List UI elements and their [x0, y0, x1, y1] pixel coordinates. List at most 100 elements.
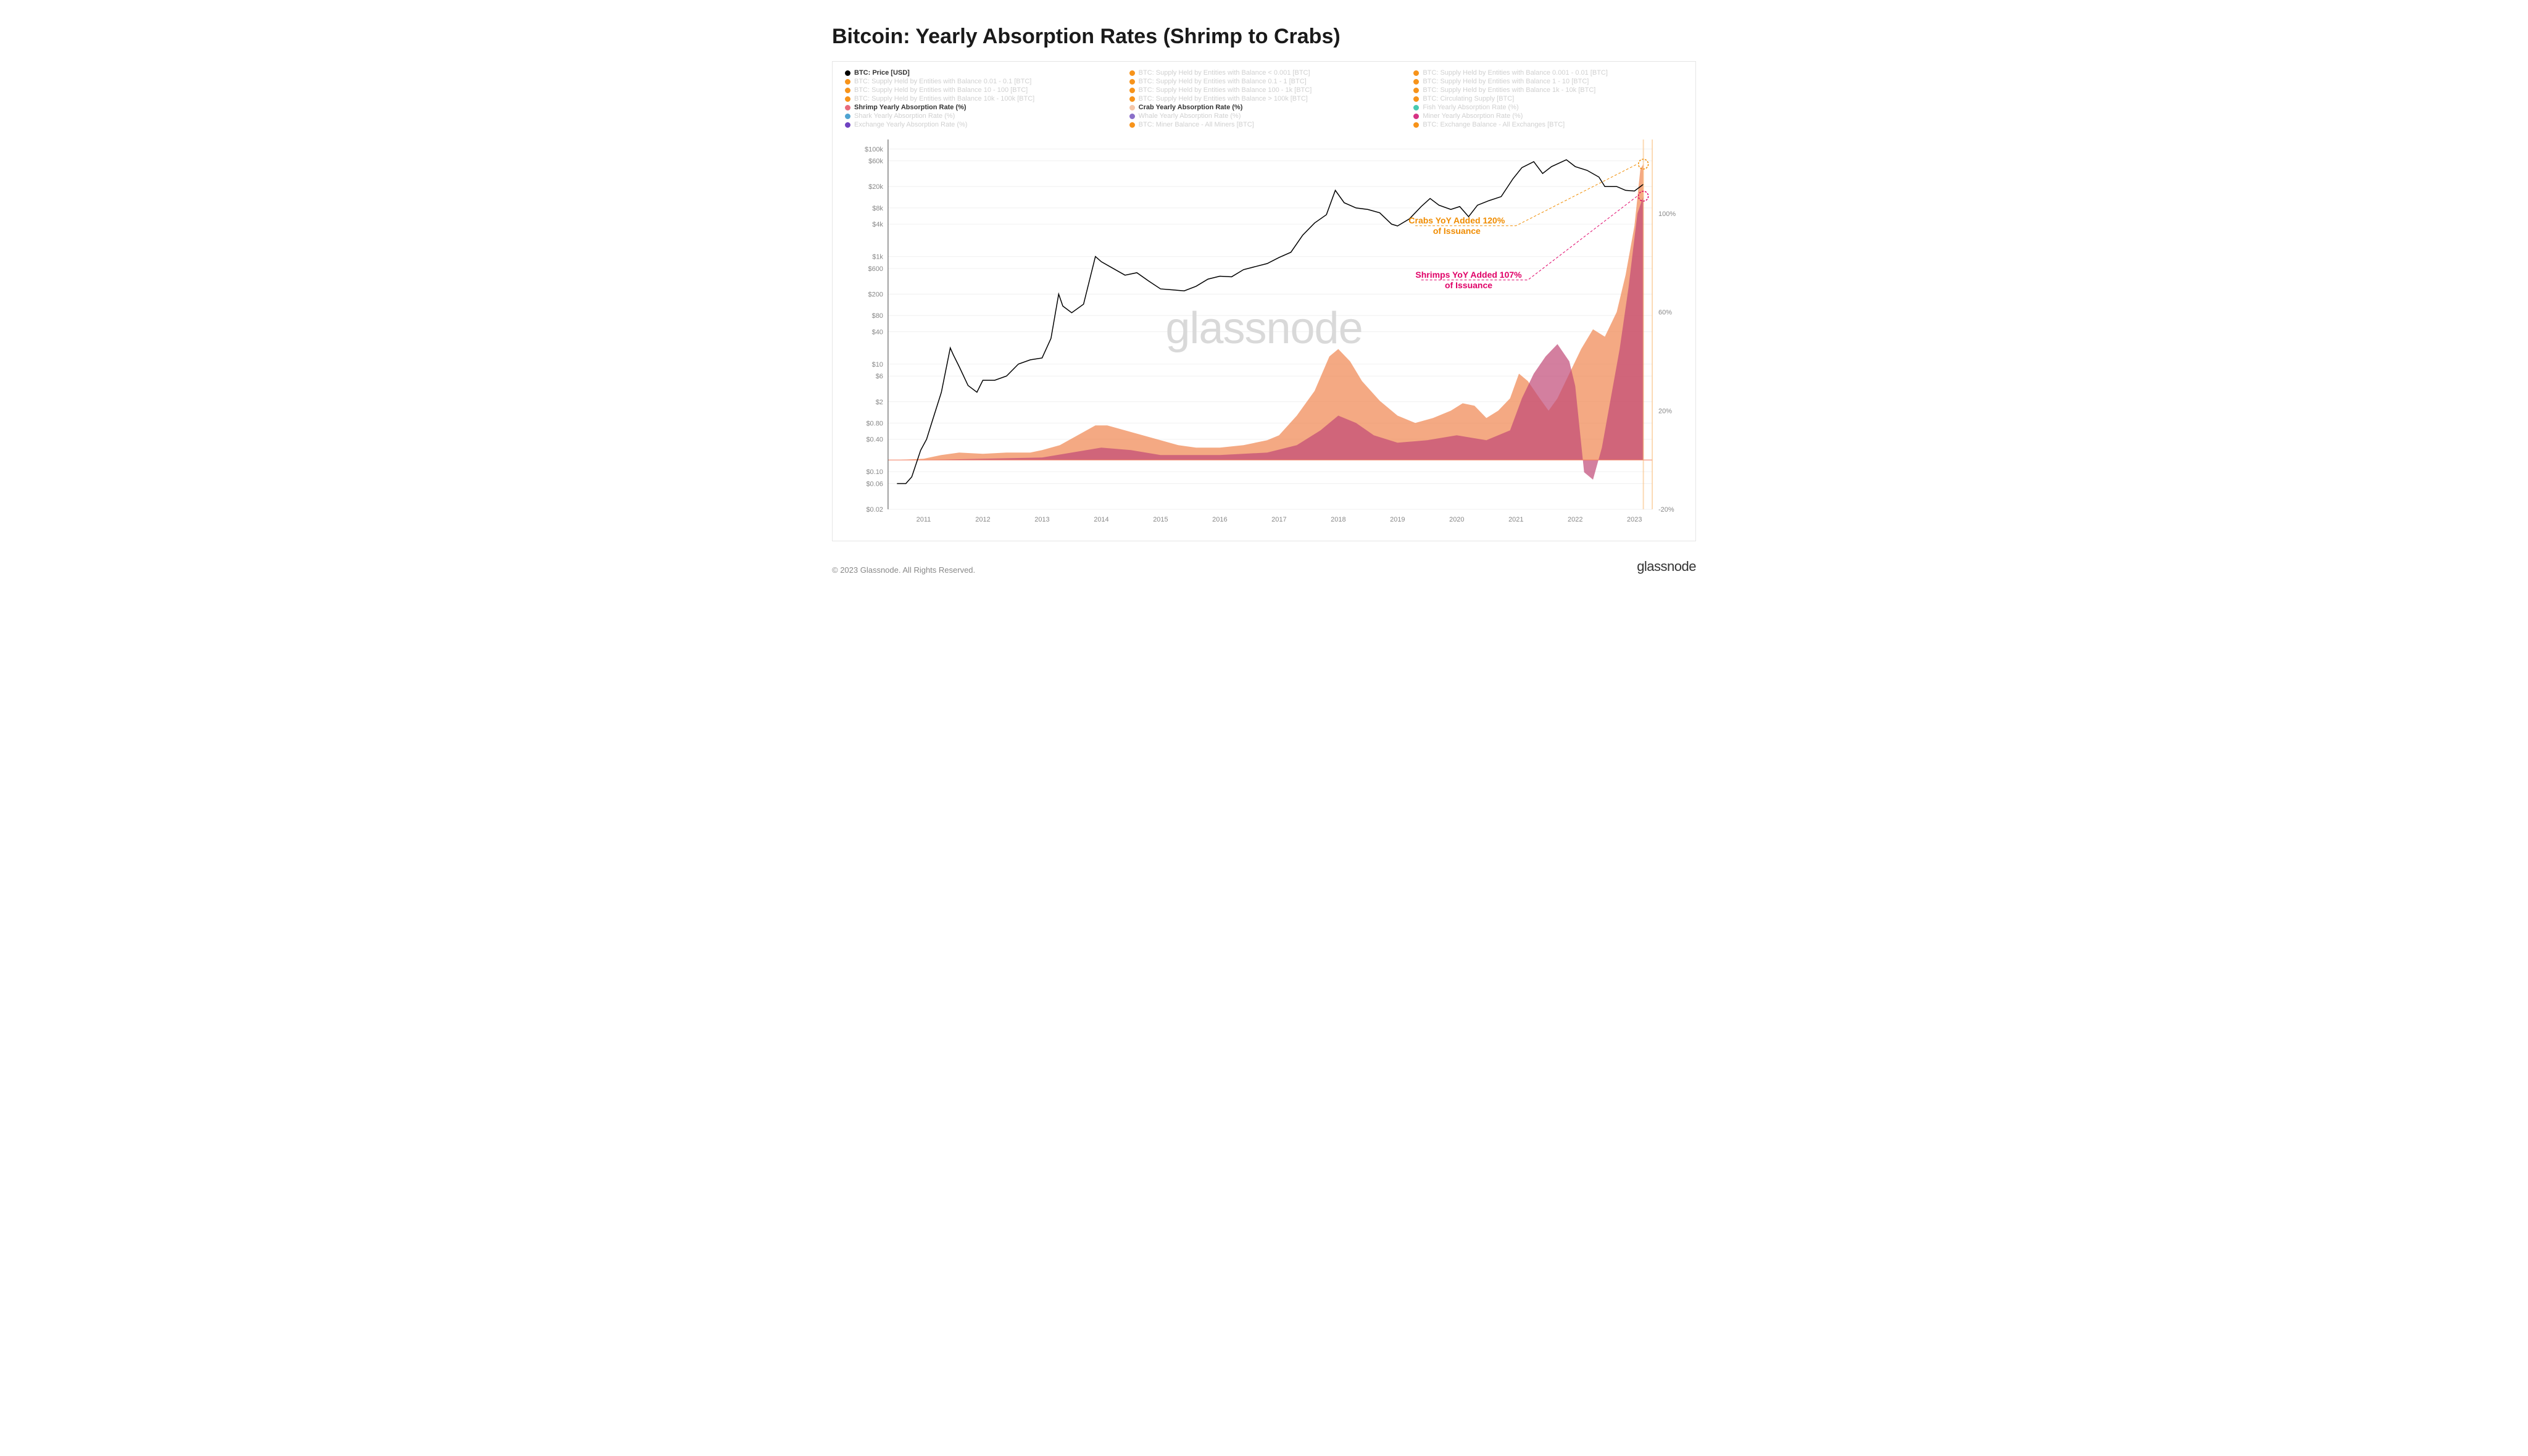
legend-label: BTC: Circulating Supply [BTC]	[1423, 95, 1514, 102]
legend-item[interactable]: BTC: Price [USD]	[845, 69, 1115, 77]
svg-text:$100k: $100k	[865, 146, 883, 153]
svg-text:$200: $200	[868, 291, 883, 299]
annotation-crabs: Crabs YoY Added 120% of Issuance	[1408, 215, 1505, 236]
legend-item[interactable]: BTC: Exchange Balance - All Exchanges [B…	[1413, 121, 1683, 128]
svg-text:$0.10: $0.10	[866, 468, 883, 476]
svg-text:2013: 2013	[1034, 516, 1049, 523]
legend-dot-icon	[1129, 105, 1135, 110]
legend-dot-icon	[845, 79, 850, 85]
legend-item[interactable]: Fish Yearly Absorption Rate (%)	[1413, 104, 1683, 111]
annotation-shrimps: Shrimps YoY Added 107% of Issuance	[1415, 270, 1521, 291]
svg-text:$6: $6	[876, 373, 883, 380]
svg-text:2023: 2023	[1627, 516, 1642, 523]
legend-item[interactable]: Crab Yearly Absorption Rate (%)	[1129, 104, 1399, 111]
legend-label: Shark Yearly Absorption Rate (%)	[854, 112, 955, 120]
annotation-shrimps-line2: of Issuance	[1445, 280, 1492, 290]
legend-dot-icon	[1413, 122, 1419, 128]
legend-item[interactable]: BTC: Supply Held by Entities with Balanc…	[1413, 78, 1683, 85]
svg-text:2016: 2016	[1212, 516, 1227, 523]
legend-dot-icon	[845, 122, 850, 128]
legend-dot-icon	[1129, 122, 1135, 128]
svg-text:$0.40: $0.40	[866, 436, 883, 444]
legend-item[interactable]: Shrimp Yearly Absorption Rate (%)	[845, 104, 1115, 111]
svg-text:$10: $10	[872, 361, 883, 368]
svg-text:$20k: $20k	[868, 183, 883, 191]
svg-text:$0.80: $0.80	[866, 420, 883, 427]
legend-label: Shrimp Yearly Absorption Rate (%)	[854, 104, 967, 111]
legend-dot-icon	[845, 105, 850, 110]
svg-text:$0.02: $0.02	[866, 506, 883, 514]
svg-text:2012: 2012	[975, 516, 990, 523]
legend-item[interactable]: Shark Yearly Absorption Rate (%)	[845, 112, 1115, 120]
legend-label: BTC: Supply Held by Entities with Balanc…	[1139, 86, 1312, 94]
legend-item[interactable]: BTC: Supply Held by Entities with Balanc…	[1129, 86, 1399, 94]
legend-dot-icon	[845, 70, 850, 76]
legend-item[interactable]: BTC: Circulating Supply [BTC]	[1413, 95, 1683, 102]
legend-item[interactable]: BTC: Supply Held by Entities with Balanc…	[1129, 69, 1399, 77]
legend-dot-icon	[1129, 79, 1135, 85]
legend-label: Whale Yearly Absorption Rate (%)	[1139, 112, 1241, 120]
legend-dot-icon	[1129, 114, 1135, 119]
svg-text:2017: 2017	[1271, 516, 1286, 523]
svg-text:2019: 2019	[1390, 516, 1405, 523]
legend-dot-icon	[845, 96, 850, 102]
legend-item[interactable]: BTC: Supply Held by Entities with Balanc…	[845, 95, 1115, 102]
svg-text:$600: $600	[868, 265, 883, 273]
svg-text:2022: 2022	[1568, 516, 1582, 523]
legend-label: BTC: Supply Held by Entities with Balanc…	[854, 95, 1034, 102]
legend-item[interactable]: BTC: Supply Held by Entities with Balanc…	[1129, 78, 1399, 85]
legend-label: BTC: Supply Held by Entities with Balanc…	[1139, 69, 1310, 77]
svg-text:$1k: $1k	[872, 254, 883, 261]
legend-item[interactable]: Whale Yearly Absorption Rate (%)	[1129, 112, 1399, 120]
legend-item[interactable]: Exchange Yearly Absorption Rate (%)	[845, 121, 1115, 128]
svg-text:2018: 2018	[1331, 516, 1345, 523]
legend-label: BTC: Exchange Balance - All Exchanges [B…	[1423, 121, 1565, 128]
svg-text:60%: 60%	[1658, 309, 1672, 317]
svg-text:20%: 20%	[1658, 407, 1672, 415]
legend-item[interactable]: BTC: Miner Balance - All Miners [BTC]	[1129, 121, 1399, 128]
legend-item[interactable]: Miner Yearly Absorption Rate (%)	[1413, 112, 1683, 120]
legend-label: BTC: Miner Balance - All Miners [BTC]	[1139, 121, 1254, 128]
legend-dot-icon	[1413, 88, 1419, 93]
legend: BTC: Price [USD]BTC: Supply Held by Enti…	[845, 69, 1683, 128]
plot-area[interactable]: $0.02$0.06$0.10$0.40$0.80$2$6$10$40$80$2…	[845, 133, 1683, 528]
legend-label: BTC: Supply Held by Entities with Balanc…	[1423, 78, 1589, 85]
svg-text:2011: 2011	[917, 516, 931, 523]
legend-dot-icon	[845, 114, 850, 119]
legend-item[interactable]: BTC: Supply Held by Entities with Balanc…	[1129, 95, 1399, 102]
legend-dot-icon	[1129, 96, 1135, 102]
legend-dot-icon	[1413, 96, 1419, 102]
annotation-crabs-line2: of Issuance	[1433, 226, 1481, 236]
legend-item[interactable]: BTC: Supply Held by Entities with Balanc…	[845, 86, 1115, 94]
legend-item[interactable]: BTC: Supply Held by Entities with Balanc…	[1413, 86, 1683, 94]
svg-text:-20%: -20%	[1658, 506, 1674, 514]
annotation-shrimps-line1: Shrimps YoY Added 107%	[1415, 270, 1521, 280]
legend-label: BTC: Supply Held by Entities with Balanc…	[854, 86, 1028, 94]
svg-text:2014: 2014	[1094, 516, 1108, 523]
legend-dot-icon	[1413, 70, 1419, 76]
annotation-crabs-line1: Crabs YoY Added 120%	[1408, 215, 1505, 225]
legend-label: Exchange Yearly Absorption Rate (%)	[854, 121, 967, 128]
svg-text:$0.06: $0.06	[866, 481, 883, 488]
legend-label: Crab Yearly Absorption Rate (%)	[1139, 104, 1243, 111]
legend-dot-icon	[1413, 79, 1419, 85]
legend-dot-icon	[1413, 114, 1419, 119]
chart-title: Bitcoin: Yearly Absorption Rates (Shrimp…	[832, 25, 1696, 49]
chart-frame: BTC: Price [USD]BTC: Supply Held by Enti…	[832, 61, 1696, 541]
svg-text:$40: $40	[872, 328, 883, 336]
legend-item[interactable]: BTC: Supply Held by Entities with Balanc…	[1413, 69, 1683, 77]
legend-dot-icon	[1129, 70, 1135, 76]
legend-item[interactable]: BTC: Supply Held by Entities with Balanc…	[845, 78, 1115, 85]
brand-logo: glassnode	[1637, 559, 1696, 575]
svg-text:$4k: $4k	[872, 221, 883, 228]
svg-text:2021: 2021	[1508, 516, 1523, 523]
legend-dot-icon	[845, 88, 850, 93]
legend-label: BTC: Supply Held by Entities with Balanc…	[1139, 78, 1307, 85]
svg-text:$60k: $60k	[868, 158, 883, 165]
legend-label: BTC: Supply Held by Entities with Balanc…	[1139, 95, 1308, 102]
legend-label: Miner Yearly Absorption Rate (%)	[1423, 112, 1523, 120]
svg-text:$2: $2	[876, 399, 883, 406]
legend-label: BTC: Supply Held by Entities with Balanc…	[1423, 86, 1595, 94]
legend-label: BTC: Supply Held by Entities with Balanc…	[854, 78, 1031, 85]
chart-svg: $0.02$0.06$0.10$0.40$0.80$2$6$10$40$80$2…	[845, 133, 1683, 528]
